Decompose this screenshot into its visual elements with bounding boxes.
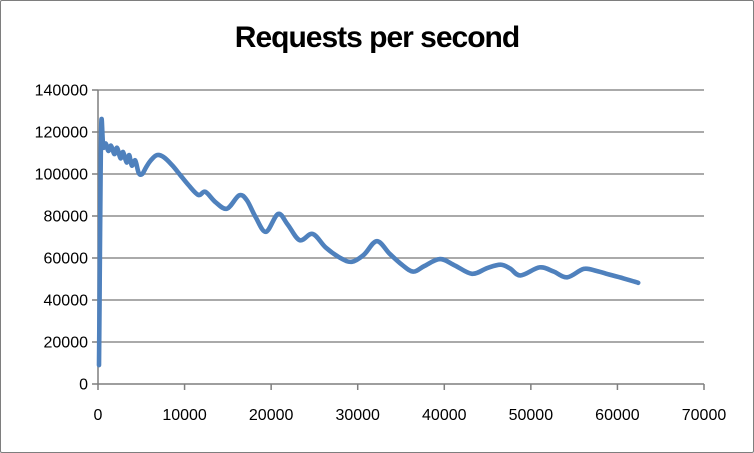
y-tick-label: 20000: [44, 335, 89, 352]
x-tick-label: 70000: [682, 407, 727, 424]
x-tick-label: 0: [94, 407, 103, 424]
x-tick-label: 30000: [335, 407, 380, 424]
series-line: [96, 116, 641, 368]
x-tick-label: 40000: [422, 407, 467, 424]
x-tick-label: 50000: [509, 407, 554, 424]
y-tick-label: 100000: [35, 167, 88, 184]
y-tick-label: 60000: [44, 251, 89, 268]
y-tick-label: 40000: [44, 293, 89, 310]
y-tick-label: 0: [79, 377, 88, 394]
y-tick-label: 80000: [44, 209, 89, 226]
x-tick-label: 60000: [595, 407, 640, 424]
x-tick-label: 10000: [162, 407, 207, 424]
x-tick-label: 20000: [249, 407, 294, 424]
chart-title: Requests per second: [234, 21, 520, 54]
y-tick-label: 120000: [35, 125, 88, 142]
y-tick-label: 140000: [35, 83, 88, 100]
